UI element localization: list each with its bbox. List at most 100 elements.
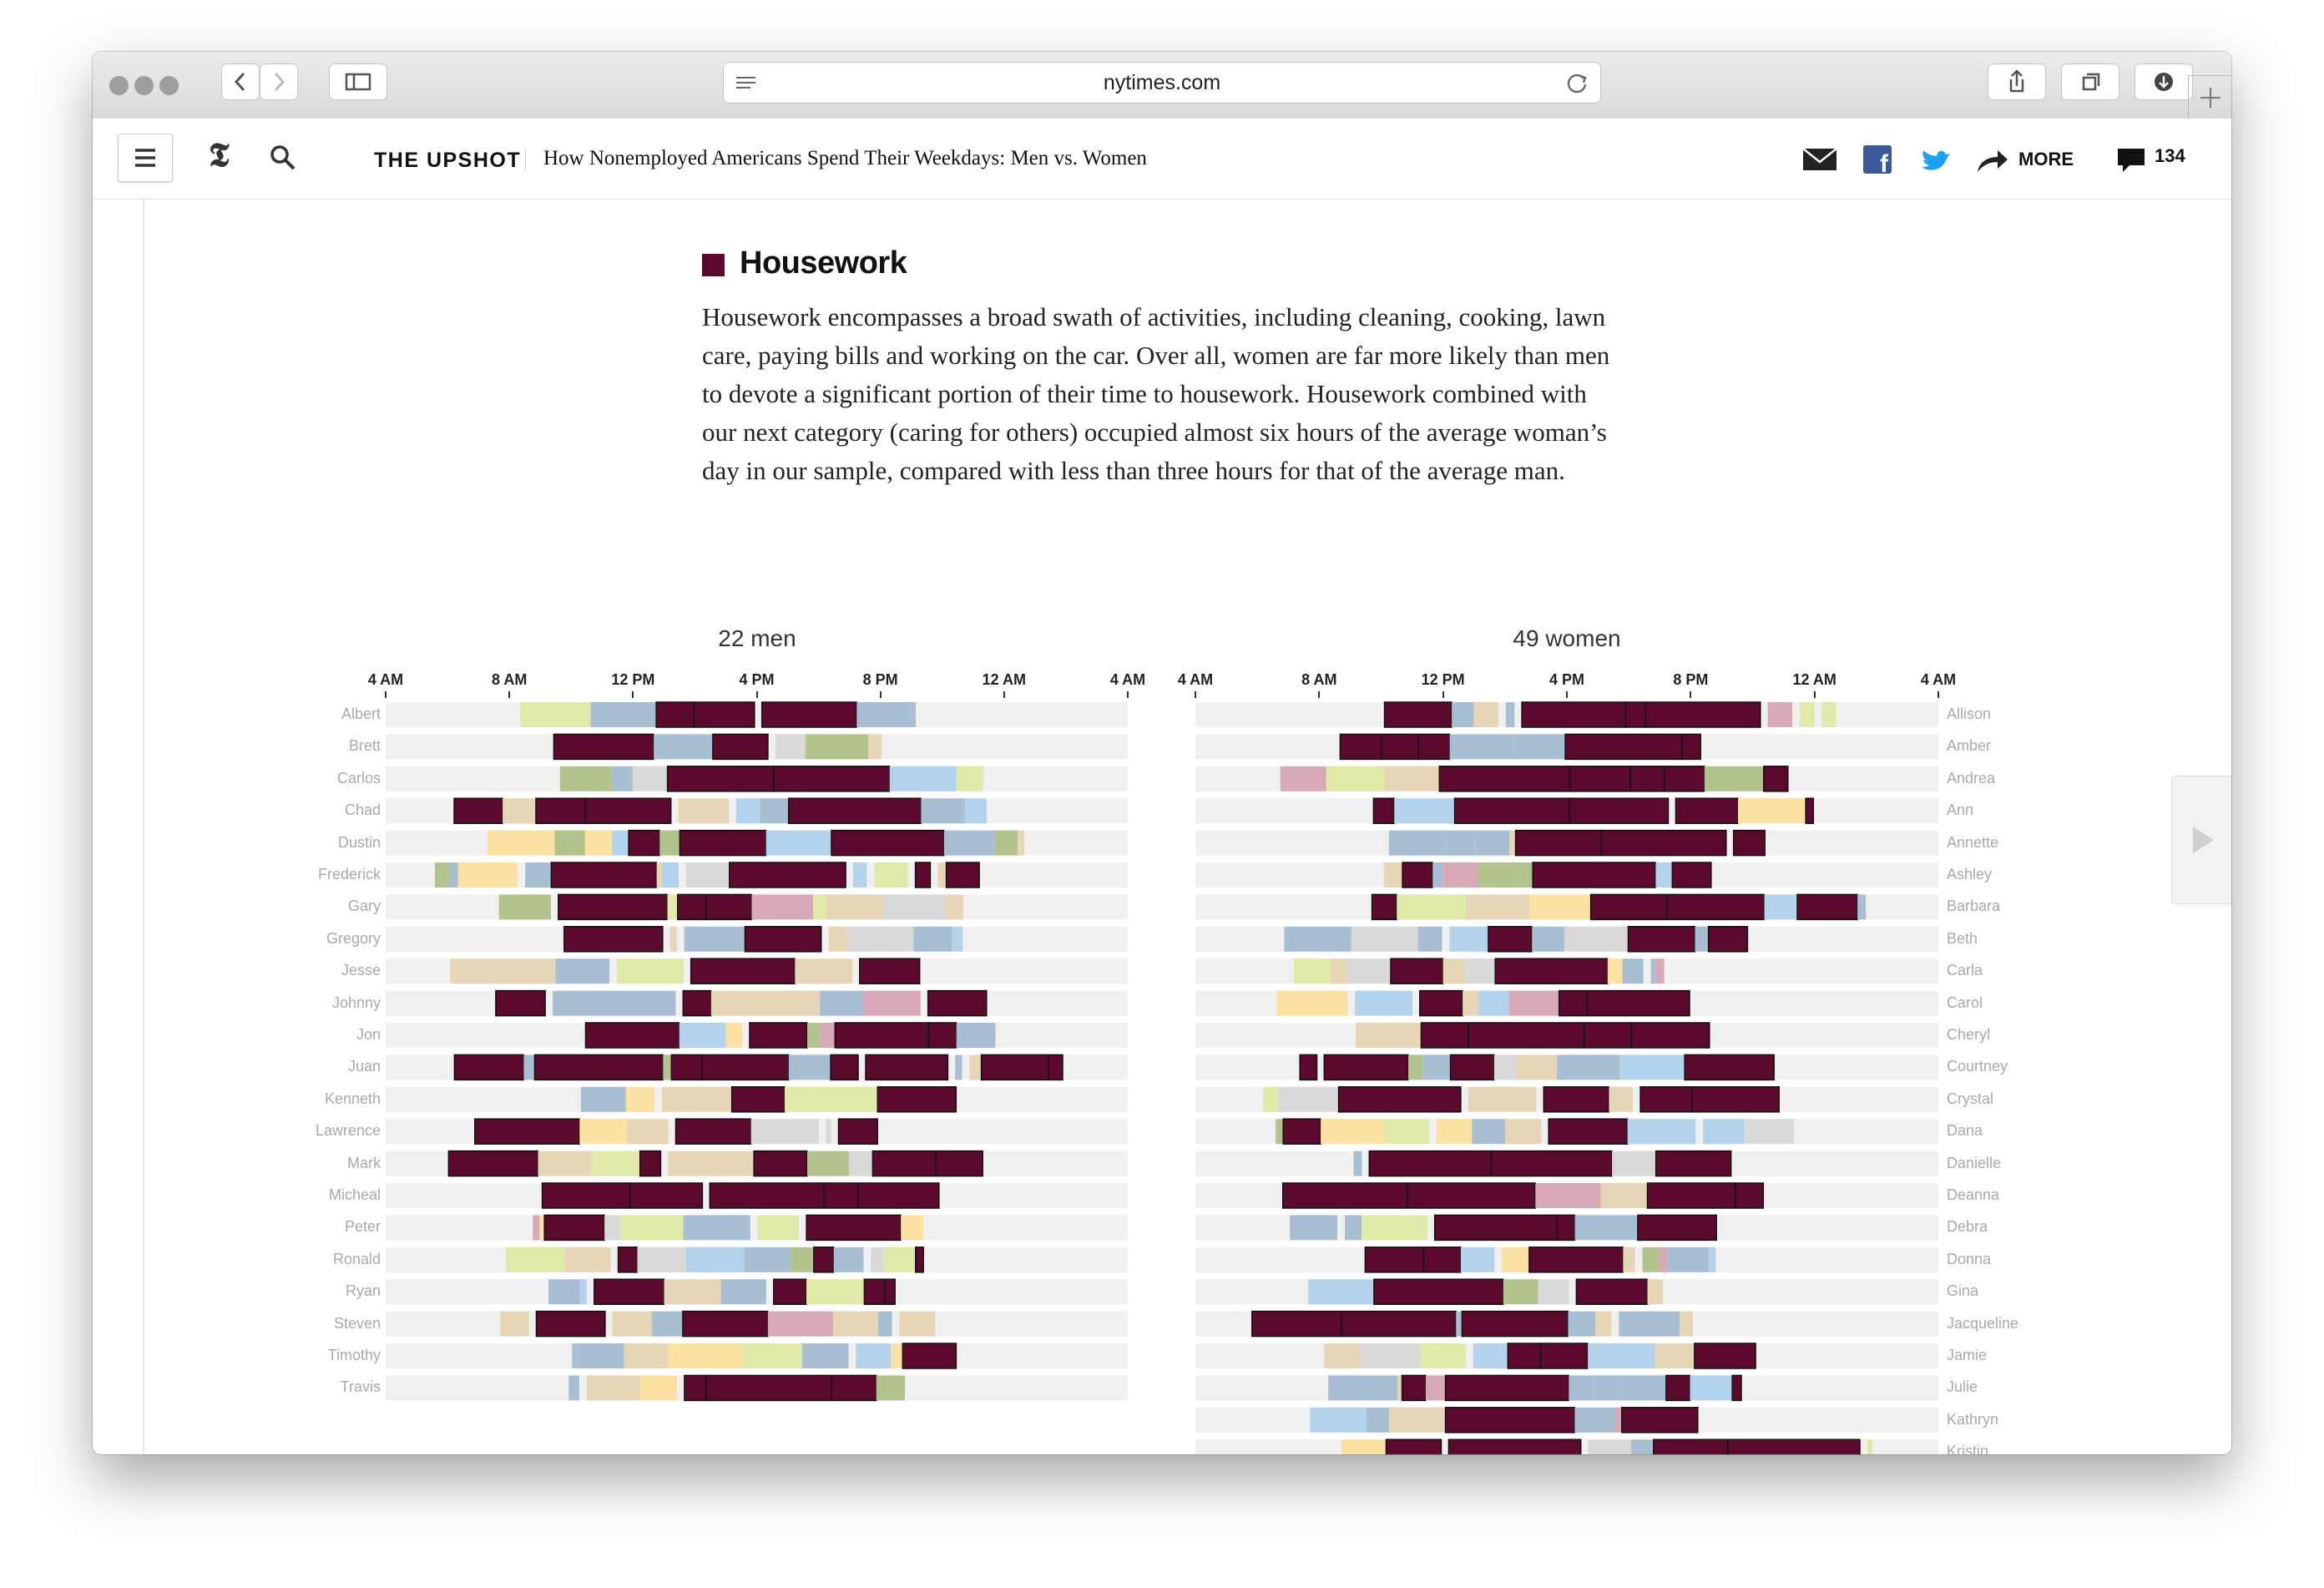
email-icon[interactable] <box>1802 147 1839 172</box>
activity-segment <box>1351 926 1418 952</box>
housework-segment <box>1341 1310 1457 1338</box>
housework-segment <box>1539 1343 1589 1369</box>
activity-segment <box>1326 766 1384 791</box>
back-button[interactable] <box>221 63 260 100</box>
tabs-overview-button[interactable] <box>2061 63 2119 100</box>
activity-segment <box>1666 1054 1685 1080</box>
activity-segment <box>690 1151 755 1176</box>
section-label[interactable]: THE UPSHOT <box>374 149 522 172</box>
share-arrow-icon[interactable] <box>1976 147 2009 174</box>
activity-segment <box>498 894 551 920</box>
reload-icon[interactable] <box>1565 71 1590 96</box>
activity-segment <box>833 1247 864 1272</box>
activity-segment <box>710 990 750 1016</box>
activity-segment <box>435 862 451 888</box>
activity-segment <box>1510 734 1566 760</box>
time-tick-label: 8 AM <box>1301 671 1337 688</box>
minimize-window-button[interactable] <box>134 76 154 95</box>
housework-segment <box>1385 1439 1442 1454</box>
housework-segment <box>666 766 775 792</box>
housework-segment <box>535 1310 606 1338</box>
activity-segment <box>548 1279 580 1305</box>
activity-segment <box>1436 1119 1473 1145</box>
activity-segment <box>667 894 678 920</box>
housework-segment <box>1407 1182 1537 1209</box>
activity-segment <box>807 1151 849 1176</box>
activity-segment <box>814 1086 878 1112</box>
activity-segment <box>1475 830 1510 856</box>
housework-segment <box>1691 1086 1780 1113</box>
housework-segment <box>834 1022 930 1049</box>
housework-segment <box>709 1182 825 1209</box>
sidebar-toggle-button[interactable] <box>329 63 387 100</box>
comment-count[interactable]: 134 <box>2155 145 2185 166</box>
url-bar[interactable]: nytimes.com <box>723 62 1601 104</box>
activity-segment <box>878 1311 892 1337</box>
activity-segment <box>1353 1151 1362 1176</box>
housework-segment <box>1528 1247 1624 1273</box>
article-title: How Nonemployed Americans Spend Their We… <box>543 147 1147 169</box>
activity-segment <box>852 862 867 888</box>
next-section-button[interactable] <box>2171 776 2231 904</box>
time-tick-mark <box>1690 691 1692 698</box>
reader-icon[interactable] <box>734 71 759 96</box>
housework-segment <box>584 797 672 824</box>
activity-segment <box>1473 1343 1508 1368</box>
housework-segment <box>1383 701 1452 728</box>
housework-segment <box>1461 1310 1569 1338</box>
menu-button[interactable] <box>118 134 173 182</box>
search-icon[interactable] <box>269 144 297 172</box>
downloads-button[interactable] <box>2135 63 2193 100</box>
housework-segment <box>902 1343 957 1369</box>
housework-segment <box>1664 766 1705 792</box>
housework-segment <box>1419 989 1463 1017</box>
activity-segment <box>795 958 852 984</box>
housework-segment <box>1644 701 1761 728</box>
article-content: Housework Housework encompasses a broad … <box>93 200 2231 1454</box>
forward-button[interactable] <box>260 63 298 100</box>
activity-segment <box>500 1311 529 1337</box>
close-window-button[interactable] <box>109 76 129 95</box>
housework-segment <box>1282 1118 1321 1145</box>
nyt-logo-icon[interactable]: 𝕿 <box>209 136 230 174</box>
facebook-icon[interactable]: f <box>1863 145 1892 174</box>
sidebar-icon <box>345 73 371 91</box>
housework-segment <box>1646 1182 1736 1209</box>
comment-icon[interactable] <box>2116 147 2146 174</box>
housework-segment <box>495 989 546 1017</box>
housework-segment <box>1532 862 1657 888</box>
twitter-icon[interactable] <box>1920 147 1952 174</box>
housework-segment <box>629 1182 704 1209</box>
share-button[interactable] <box>1988 63 2046 100</box>
activity-segment <box>1667 1247 1709 1272</box>
activity-segment <box>576 1343 624 1368</box>
housework-segment <box>1564 733 1683 761</box>
housework-segment <box>1468 1022 1585 1049</box>
more-button[interactable]: MORE <box>2018 149 2074 169</box>
housework-segment <box>705 1374 832 1402</box>
activity-segment <box>1627 1119 1696 1145</box>
panel-title: 22 men <box>718 625 796 651</box>
person-name: Chad <box>344 802 381 819</box>
activity-segment <box>1666 1311 1680 1337</box>
activity-segment <box>1321 1119 1384 1145</box>
person-name: Cheryl <box>1947 1026 1991 1043</box>
housework-segment <box>872 1150 937 1177</box>
new-tab-button[interactable] <box>2188 75 2231 119</box>
activity-segment <box>669 926 677 952</box>
activity-segment <box>1529 894 1591 920</box>
activity-segment <box>910 702 916 727</box>
housework-segment <box>927 989 988 1017</box>
zoom-window-button[interactable] <box>159 76 179 95</box>
person-name: Timothy <box>327 1347 381 1363</box>
housework-segment <box>1548 1118 1629 1145</box>
housework-segment <box>837 1118 878 1145</box>
activity-segment <box>921 798 966 824</box>
activity-segment <box>874 862 908 888</box>
time-tick-mark <box>755 691 758 698</box>
housework-segment <box>915 1247 924 1273</box>
activity-segment <box>742 1343 802 1368</box>
svg-text:f: f <box>1880 150 1889 174</box>
activity-segment <box>1263 1086 1279 1112</box>
timeline-rows <box>1195 701 1938 1454</box>
